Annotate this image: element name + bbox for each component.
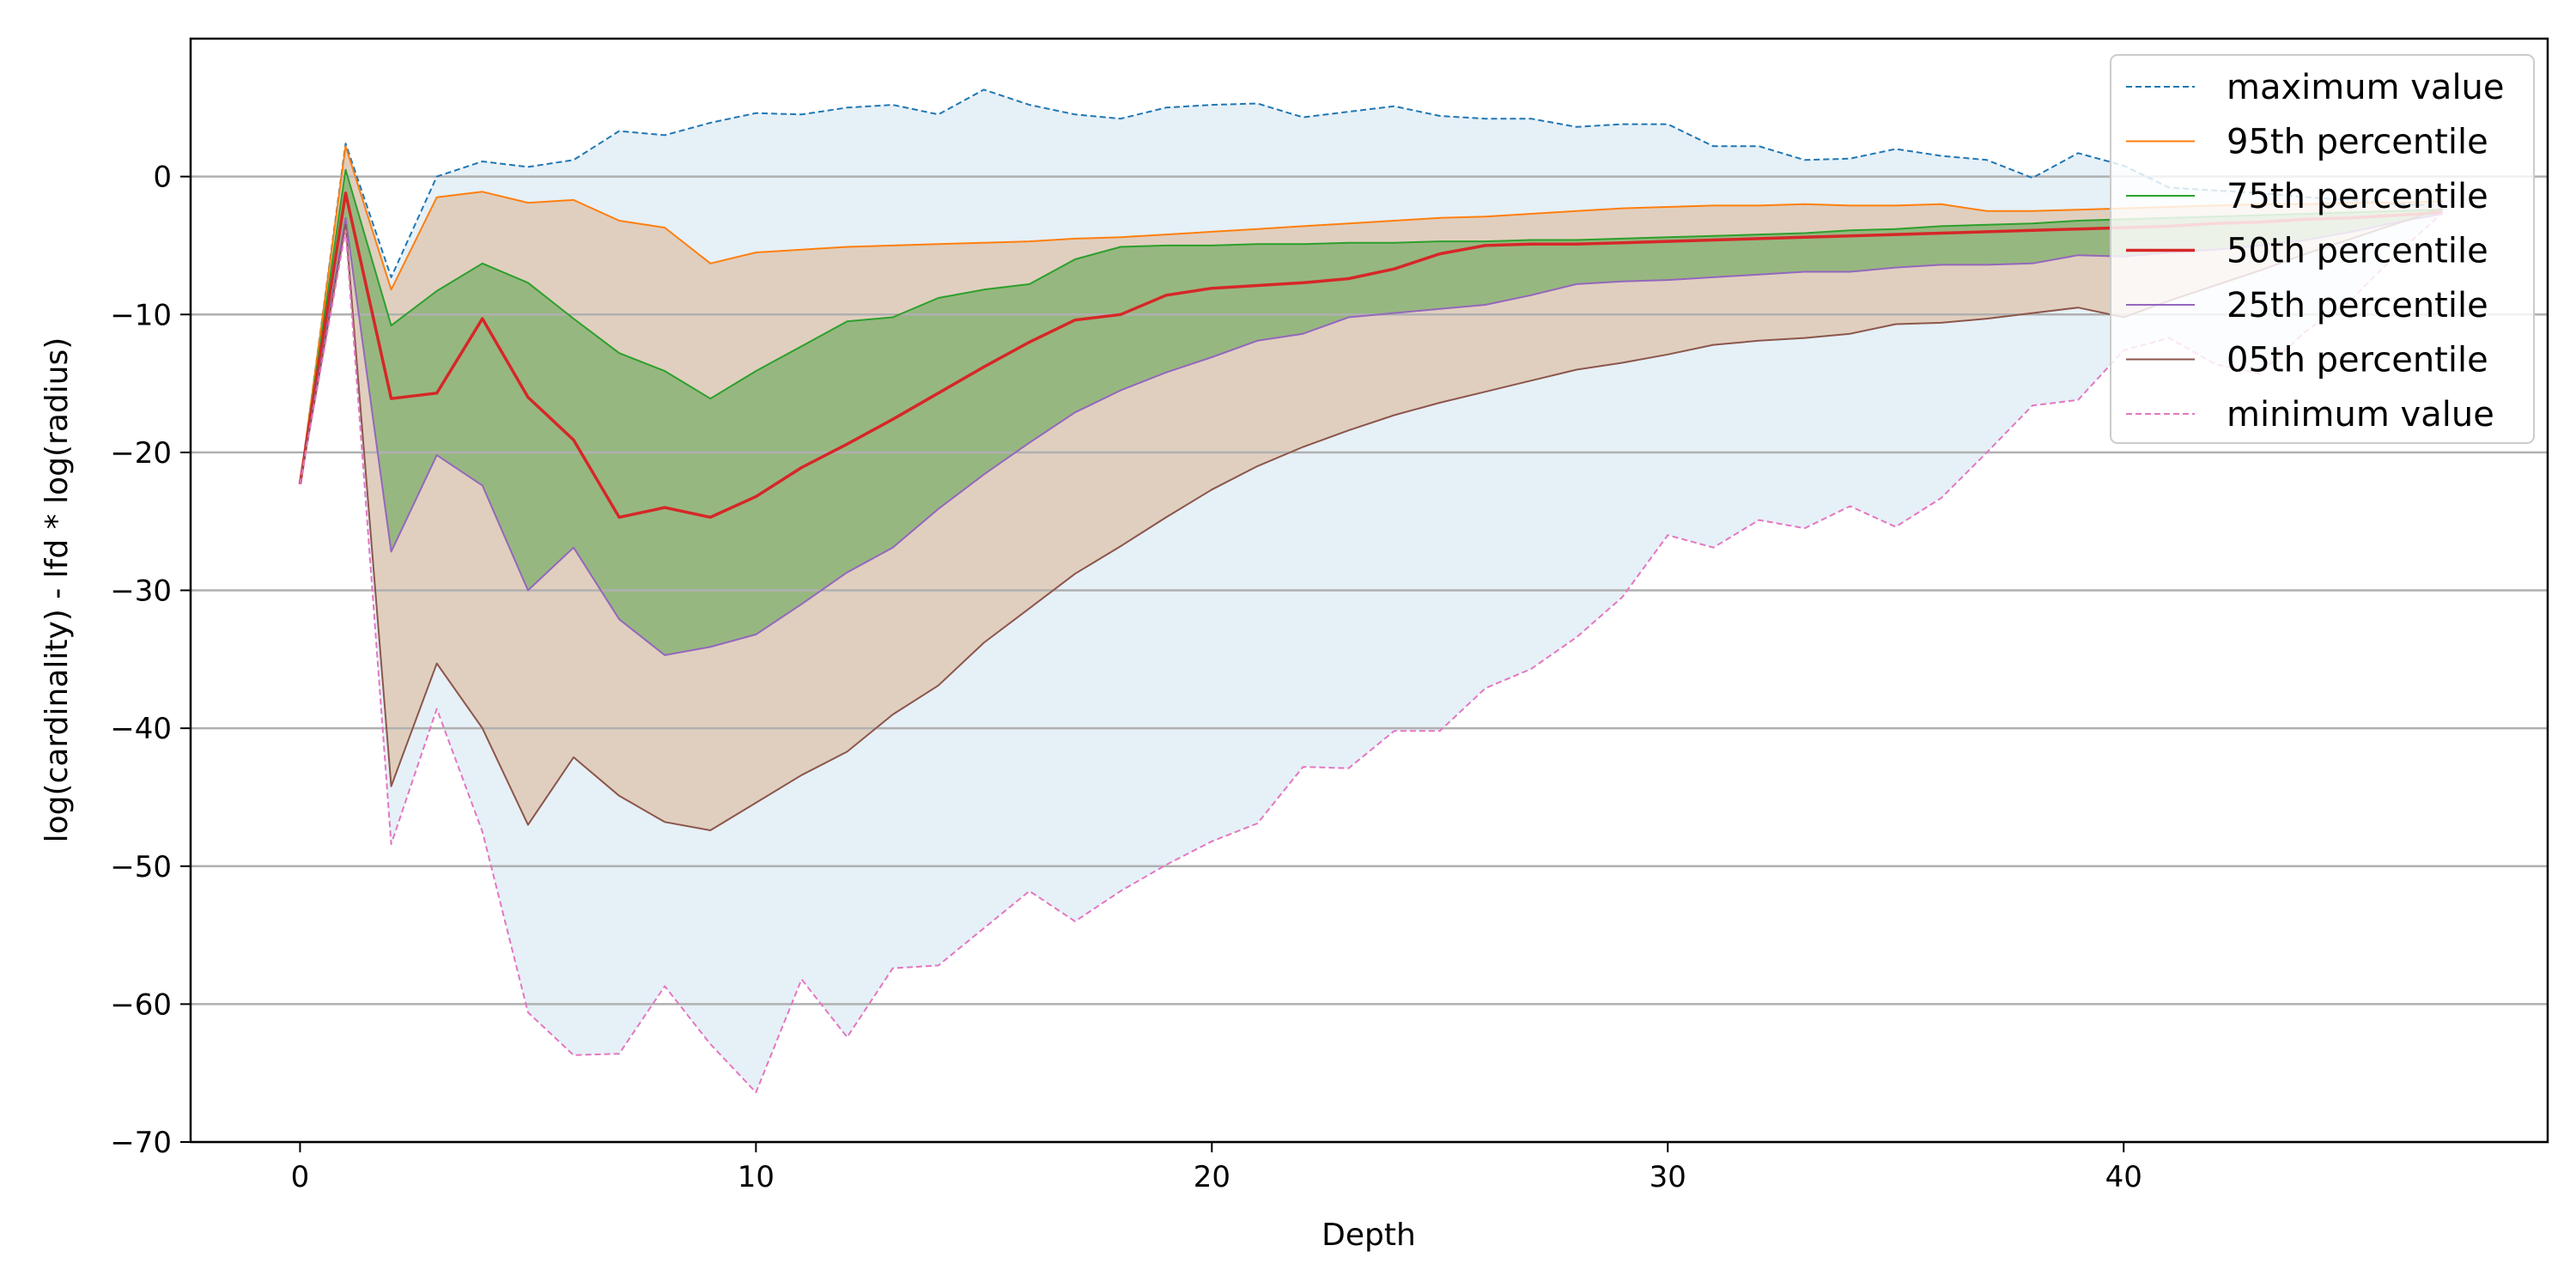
legend-label-95th-percentile: 95th percentile bbox=[2227, 123, 2488, 162]
series-line-75th-percentile bbox=[299, 168, 2443, 484]
y-tick-label: −40 bbox=[110, 712, 172, 746]
legend-label-minimum-value: minimum value bbox=[2227, 395, 2494, 434]
legend-label-05th-percentile: 05th percentile bbox=[2227, 341, 2488, 380]
y-tick-label: −30 bbox=[110, 574, 172, 609]
legend-label-50th-percentile: 50th percentile bbox=[2227, 232, 2488, 271]
y-tick-label: −50 bbox=[110, 850, 172, 884]
x-tick-label: 40 bbox=[2105, 1160, 2142, 1194]
x-tick-label: 10 bbox=[738, 1160, 775, 1194]
x-tick-label: 20 bbox=[1194, 1160, 1230, 1194]
y-tick-label: −10 bbox=[110, 298, 172, 332]
legend-label-maximum-value: maximum value bbox=[2227, 68, 2505, 107]
band-25th-percentile-to-75th-percentile bbox=[300, 169, 2443, 656]
legend-label-75th-percentile: 75th percentile bbox=[2227, 177, 2488, 216]
x-axis-ticks: 0 10 20 30 40 bbox=[291, 1142, 2142, 1194]
x-axis-label: Depth bbox=[1321, 1218, 1416, 1253]
series-line-minimum-value bbox=[299, 211, 2444, 1094]
x-tick-label: 0 bbox=[291, 1160, 310, 1194]
x-tick-label: 30 bbox=[1649, 1160, 1686, 1194]
legend: maximum value 95th percentile 75th percent… bbox=[2110, 54, 2535, 444]
legend-box bbox=[2110, 54, 2535, 444]
band-05th-percentile-to-95th-percentile bbox=[300, 146, 2443, 831]
legend-label-25th-percentile: 25th percentile bbox=[2227, 286, 2488, 325]
y-tick-label: 0 bbox=[153, 161, 172, 195]
series-line-maximum-value bbox=[299, 88, 2443, 484]
series-line-50th-percentile bbox=[298, 191, 2444, 519]
y-axis-ticks: 0 −10 −20 −30 −40 −50 −60 −70 bbox=[110, 161, 191, 1160]
y-tick-label: −70 bbox=[110, 1126, 172, 1160]
series-lines bbox=[298, 88, 2444, 1094]
y-axis-label: log(cardinality) - lfd * log(radius) bbox=[39, 337, 75, 843]
y-tick-label: −20 bbox=[110, 436, 172, 471]
series-line-05th-percentile bbox=[299, 207, 2444, 831]
y-tick-label: −60 bbox=[110, 987, 172, 1022]
series-line-25th-percentile bbox=[299, 213, 2444, 656]
series-line-95th-percentile bbox=[299, 145, 2443, 484]
